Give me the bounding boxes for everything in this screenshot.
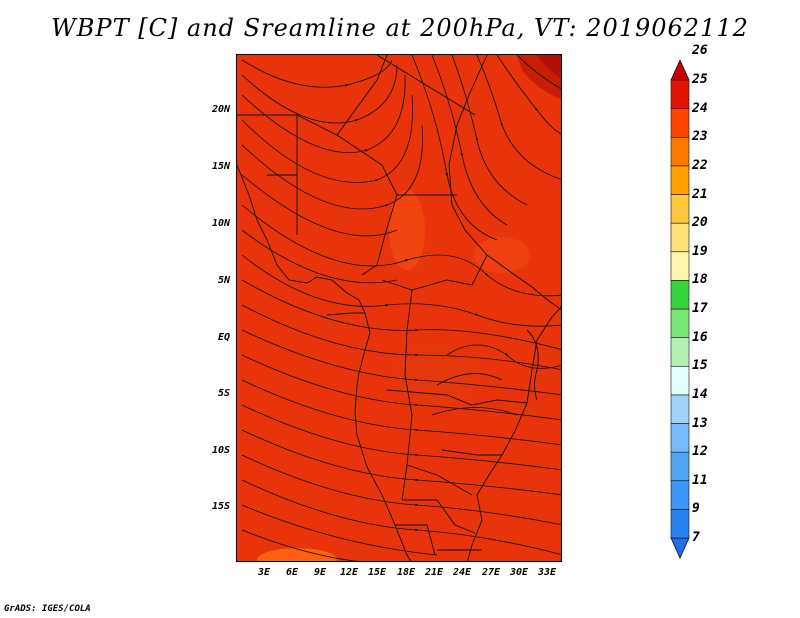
colorbar-arrow-bottom [670,537,690,559]
lon-tick-label: 24E [452,567,472,578]
wbpt-fill-24 [237,55,561,561]
colorbar-label: 7 [692,530,700,545]
lat-tick-label: 10N [211,218,230,229]
colorbar-label: 12 [692,444,708,460]
colorbar-bin [670,394,690,424]
lon-tick-label: 3E [257,567,271,578]
colorbar-bin [670,165,690,195]
lat-tick-label: EQ [217,332,230,343]
colorbar-label: 25 [692,72,708,87]
credit-label: GrADS: IGES/COLA [4,604,91,614]
colorbar-label: 14 [692,386,708,402]
colorbar-bin [670,280,690,310]
colorbar-bin [670,222,690,253]
lat-tick-label: 20N [211,104,230,115]
lon-tick-label: 30E [509,567,529,578]
colorbar-bin [670,308,690,338]
colorbar-bin [670,108,690,138]
wbpt-field [237,55,561,561]
wbpt-patch [389,190,425,270]
lon-tick-label: 27E [481,567,501,578]
colorbar-bins [670,60,690,559]
wbpt-fill-26 [537,55,561,79]
colorbar-label: 17 [692,301,708,316]
colorbar-label: 21 [692,186,708,202]
lat-tick-label: 5N [217,275,230,286]
wbpt-patch [474,237,530,273]
streamlines [241,55,561,561]
lat-tick-label: 10S [211,445,230,456]
coastlines [237,55,561,561]
lon-tick-label: 9E [313,567,327,578]
colorbar-bin [670,136,690,167]
colorbar-bin [670,451,690,482]
colorbar-arrow-top [670,60,690,81]
colorbar-bin [670,480,690,510]
colorbar-label: 20 [692,215,708,231]
colorbar-label: 16 [692,329,708,345]
lon-tick-label: 15E [367,567,387,578]
colorbar-bin [670,509,690,539]
colorbar-label: 18 [692,272,708,288]
colorbar-label: 19 [692,243,708,259]
colorbar-label: 11 [692,472,708,488]
wbpt-patch [397,345,477,405]
colorbar-label: 24 [692,100,708,116]
lat-tick-label: 15S [211,501,230,512]
lon-tick-label: 6E [285,567,299,578]
colorbar-bin [670,79,690,109]
colorbar-bin [670,365,690,396]
colorbar-bin [670,423,690,453]
lat-tick-label: 15N [211,161,230,172]
colorbar [670,60,690,559]
colorbar-label: 23 [692,129,708,145]
map-title: WBPT [C] and Sreamline at 200hPa, VT: 20… [51,14,749,42]
colorbar-label: 13 [692,415,708,431]
colorbar-label: 9 [692,501,700,517]
colorbar-bin [670,251,690,281]
colorbar-label: 26 [692,43,708,59]
colorbar-label: 15 [692,358,708,374]
lon-tick-label: 18E [396,567,416,578]
map-panel [236,54,562,562]
lon-tick-label: 21E [424,567,444,578]
wbpt-patch [257,548,337,561]
lon-tick-label: 12E [339,567,359,578]
colorbar-bin [670,194,690,224]
colorbar-bin [670,337,690,367]
lon-tick-label: 33E [537,567,557,578]
lat-tick-label: 5S [217,388,230,399]
colorbar-label: 22 [692,157,708,173]
